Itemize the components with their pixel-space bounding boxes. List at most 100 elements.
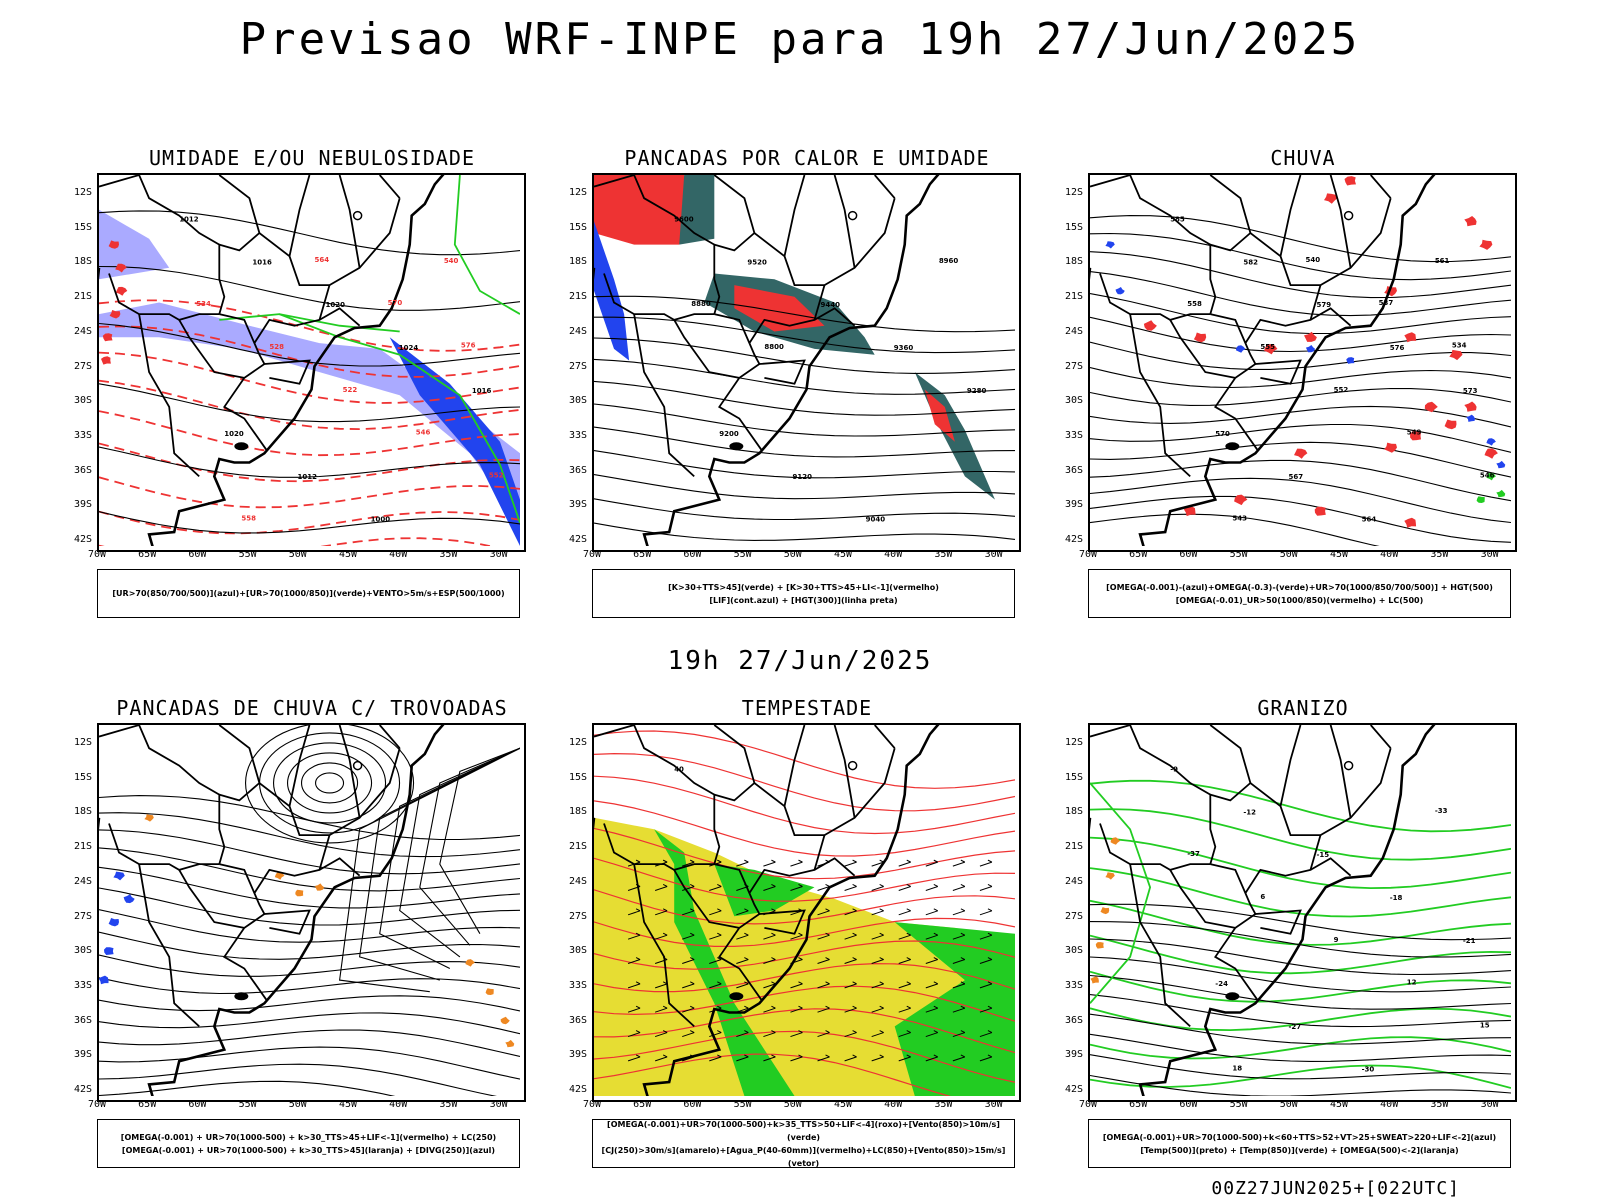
atlantic-coastline bbox=[642, 175, 940, 546]
lat-tick-label: 12S bbox=[568, 187, 587, 198]
contour-label: 9200 bbox=[719, 430, 739, 438]
lon-tick-label: 60W bbox=[683, 1099, 702, 1110]
contour-label: -24 bbox=[1215, 980, 1228, 988]
rain-area bbox=[1344, 176, 1356, 186]
streamline bbox=[99, 1029, 520, 1058]
streamline bbox=[99, 1046, 520, 1080]
lon-tick-label: 35W bbox=[439, 549, 458, 560]
lon-tick-label: 40W bbox=[884, 1099, 903, 1110]
wind-vector bbox=[952, 932, 966, 940]
wind-vector bbox=[655, 1054, 668, 1062]
orange-cell bbox=[500, 1016, 510, 1025]
contour-label: 558 bbox=[1187, 300, 1202, 308]
lat-tick-label: 18S bbox=[1064, 256, 1083, 268]
contour-label: 9040 bbox=[866, 516, 886, 524]
panel-title: PANCADAS POR CALOR E UMIDADE bbox=[624, 146, 990, 170]
wind-vector bbox=[709, 1054, 722, 1062]
panel-umidade: UMIDADE E/OU NEBULOSIDADE 1012 1016 1020 10… bbox=[74, 146, 527, 636]
political-border bbox=[264, 359, 311, 385]
lat-tick-label: 15S bbox=[568, 221, 587, 233]
omega-orange bbox=[1090, 976, 1099, 984]
lat-tick-label: 30S bbox=[1064, 945, 1083, 957]
political-border bbox=[603, 273, 715, 321]
contour-label: 15 bbox=[1480, 1022, 1490, 1030]
lon-tick-label: 50W bbox=[1279, 1099, 1298, 1110]
orange-cell bbox=[314, 883, 325, 891]
wind-vector bbox=[844, 1054, 857, 1062]
lat-tick-label: 27S bbox=[1064, 360, 1083, 372]
lon-tick-label: 65W bbox=[138, 1099, 157, 1110]
lat-tick-label: 39S bbox=[1064, 499, 1083, 511]
instability-spot bbox=[109, 310, 121, 319]
contour-label: 546 bbox=[416, 429, 431, 437]
political-border bbox=[1255, 359, 1302, 385]
thickness-line bbox=[99, 351, 520, 404]
atlantic-coastline bbox=[1138, 725, 1436, 1096]
panel-granizo: GRANIZO -9 -12 -15 -18 -21 -24 -27 -30 -33 -37 6 9 1… bbox=[1065, 696, 1518, 1186]
political-border bbox=[759, 909, 806, 935]
contour-label: 1024 bbox=[399, 344, 419, 352]
contour-label: -18 bbox=[1390, 894, 1403, 902]
geography-layer bbox=[594, 725, 940, 1096]
political-border bbox=[594, 725, 721, 865]
political-border bbox=[713, 175, 756, 234]
lat-tick-label: 21S bbox=[568, 841, 587, 853]
contour-label: 1000 bbox=[371, 516, 391, 524]
streamline bbox=[99, 931, 520, 960]
wind-vector bbox=[871, 932, 884, 940]
rain-area bbox=[1324, 193, 1338, 204]
political-border bbox=[219, 197, 401, 286]
temp500-line bbox=[1090, 1074, 1511, 1096]
contour-label: 579 bbox=[1317, 301, 1332, 309]
wind-vector bbox=[790, 1054, 803, 1062]
wind-vector bbox=[682, 908, 695, 916]
map-pancadas-calor: 9600 9520 9440 9360 9280 9200 9120 9040 8960 8880… bbox=[592, 173, 1021, 552]
contour-label: 8800 bbox=[764, 343, 784, 351]
water-line bbox=[594, 857, 1015, 902]
political-border bbox=[1244, 284, 1322, 344]
thickness-line bbox=[99, 379, 520, 431]
contour-label: 9120 bbox=[792, 473, 812, 481]
lon-tick-label: 70W bbox=[582, 549, 602, 560]
wind-vector bbox=[790, 859, 803, 867]
wind-vector bbox=[763, 957, 776, 964]
legend-line-1: [K>30+TTS>45](verde) + [K>30+TTS>45+LI<-… bbox=[668, 582, 939, 592]
lat-tick-label: 33S bbox=[73, 979, 92, 991]
sub-title: 19h 27/Jun/2025 bbox=[667, 646, 933, 676]
thickness-line bbox=[99, 537, 495, 546]
temp850-line bbox=[1090, 970, 1511, 1003]
divergence-area bbox=[104, 947, 114, 955]
legend-line-2: [Temp(500)](preto) + [Temp(850)](verde) … bbox=[1140, 1145, 1459, 1155]
wind-vector bbox=[655, 1030, 668, 1038]
wind-vector bbox=[709, 1030, 722, 1038]
lon-tick-label: 35W bbox=[934, 1099, 953, 1110]
rain-area bbox=[1384, 442, 1397, 453]
hgt500-line bbox=[1090, 251, 1511, 299]
lat-tick-label: 39S bbox=[73, 1049, 92, 1061]
streamline bbox=[99, 887, 520, 926]
wind-vector bbox=[898, 1005, 911, 1013]
wind-vector bbox=[979, 859, 993, 867]
wind-vector bbox=[952, 1030, 966, 1038]
wind-vector bbox=[763, 1005, 776, 1013]
contour-label: -37 bbox=[1187, 850, 1200, 858]
wind-vector bbox=[844, 1005, 857, 1013]
lat-tick-label: 30S bbox=[568, 945, 587, 957]
temp850-line bbox=[1090, 782, 1152, 1004]
atlantic-coastline bbox=[1138, 175, 1436, 546]
political-border bbox=[338, 725, 361, 818]
water-line bbox=[594, 940, 1015, 970]
contour-label: 540 bbox=[1306, 256, 1321, 264]
streamline-vortex bbox=[258, 732, 401, 834]
wind-vector bbox=[627, 981, 641, 989]
panel-title: PANCADAS DE CHUVA C/ TROVOADAS bbox=[116, 696, 508, 720]
political-border bbox=[1310, 307, 1352, 327]
hgt300-line bbox=[594, 450, 1015, 479]
lon-tick-label: 30W bbox=[489, 1099, 508, 1110]
political-border bbox=[1169, 869, 1236, 929]
lon-tick-label: 55W bbox=[1229, 549, 1248, 560]
wind-vector bbox=[952, 859, 966, 867]
lat-tick-label: 21S bbox=[1064, 841, 1083, 853]
legend-line-1: [OMEGA(-0.001)+UR>70(1000-500)+k<60+TTS>… bbox=[1102, 1132, 1497, 1142]
wind-vector bbox=[844, 981, 857, 989]
